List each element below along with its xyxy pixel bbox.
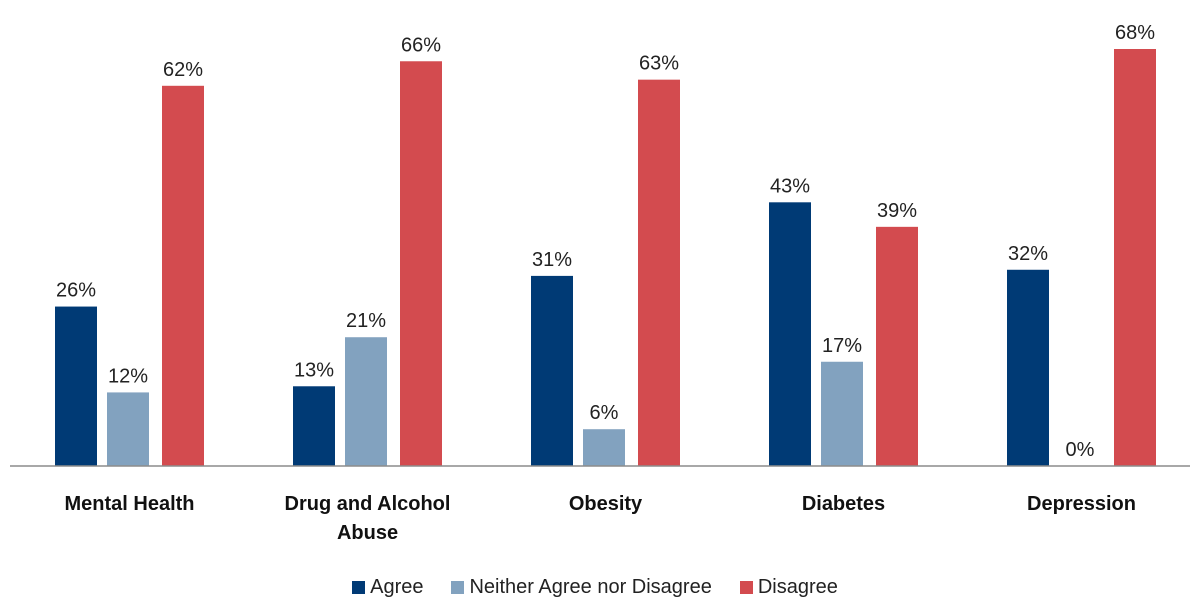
legend: Agree Neither Agree nor Disagree Disagree — [0, 576, 1190, 599]
data-label: 0% — [1066, 439, 1095, 461]
legend-item: Neither Agree nor Disagree — [451, 576, 712, 599]
legend-label: Disagree — [757, 576, 838, 598]
legend-label: Neither Agree nor Disagree — [469, 576, 712, 598]
data-label: 68% — [1115, 22, 1155, 44]
bar-neither-agree-nor-disagree-2 — [583, 429, 625, 466]
bar-neither-agree-nor-disagree-0 — [107, 392, 149, 466]
data-label: 63% — [639, 53, 679, 75]
data-label: 32% — [1008, 243, 1048, 265]
category-label: Drug and Alcohol Abuse — [285, 493, 451, 544]
bar-agree-4 — [1007, 269, 1049, 466]
bar-disagree-0 — [162, 85, 204, 466]
bar-neither-agree-nor-disagree-3 — [821, 361, 863, 466]
data-label: 43% — [770, 175, 810, 197]
bar-agree-0 — [55, 306, 97, 466]
data-label: 6% — [590, 402, 619, 424]
data-label: 31% — [532, 249, 572, 271]
bar-agree-2 — [531, 275, 573, 466]
legend-item: Agree — [352, 576, 423, 599]
bar-disagree-3 — [876, 226, 918, 466]
bar-disagree-4 — [1114, 49, 1156, 466]
bar-agree-3 — [769, 202, 811, 466]
data-label: 62% — [163, 59, 203, 81]
data-label: 12% — [108, 365, 148, 387]
legend-swatch — [352, 581, 366, 594]
data-label: 21% — [346, 310, 386, 332]
legend-swatch — [739, 581, 753, 594]
data-label: 13% — [294, 359, 334, 381]
data-label: 39% — [877, 200, 917, 222]
data-label: 26% — [56, 280, 96, 302]
legend-swatch — [451, 581, 465, 594]
bar-neither-agree-nor-disagree-1 — [345, 337, 387, 466]
bar-chart: 26% 12% 62% Mental Health 13% 21% 66% Drug and … — [10, 22, 1190, 544]
category-label: Depression — [1027, 493, 1136, 515]
category-label: Mental Health — [64, 493, 194, 515]
bar-disagree-2 — [638, 79, 680, 466]
category-label: Obesity — [569, 493, 643, 515]
data-label: 66% — [401, 34, 441, 56]
legend-label: Agree — [370, 576, 424, 598]
legend-item: Disagree — [739, 576, 838, 599]
bar-disagree-1 — [400, 61, 442, 466]
category-label: Diabetes — [802, 493, 885, 515]
bar-agree-1 — [293, 386, 335, 466]
data-label: 17% — [822, 335, 862, 357]
